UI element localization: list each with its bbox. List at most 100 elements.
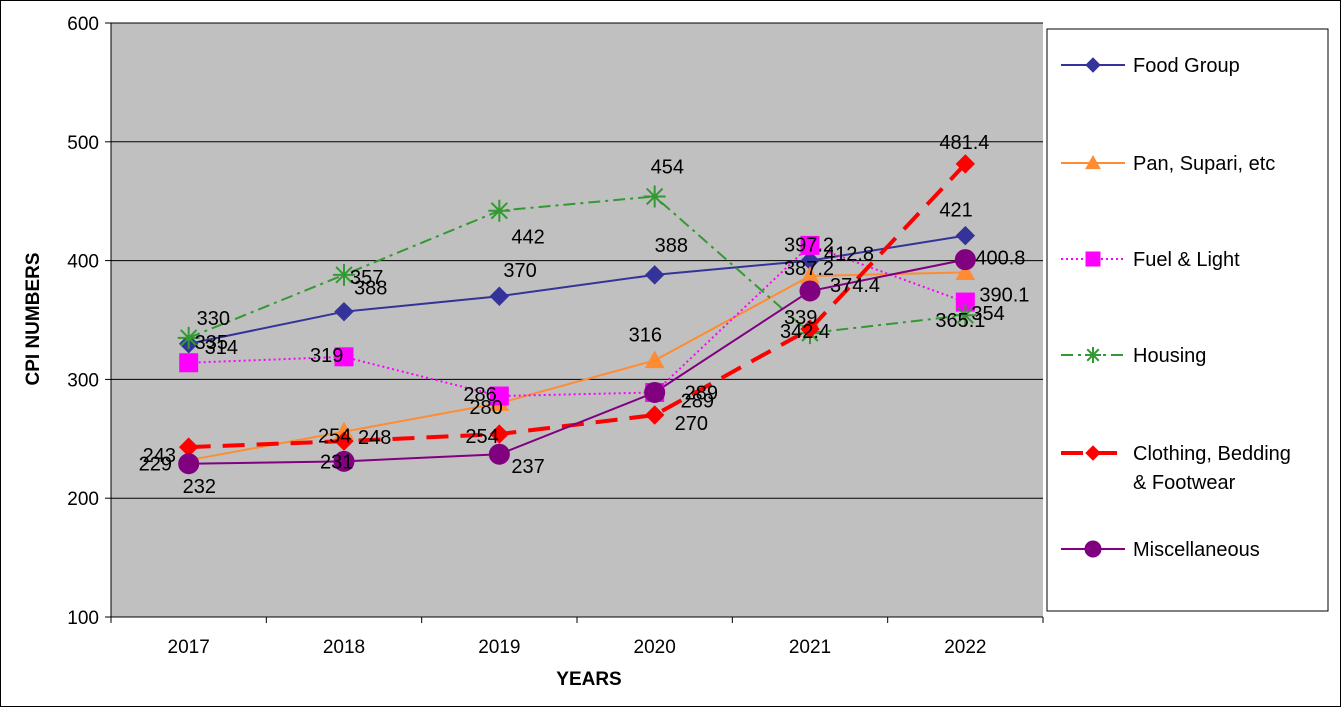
- y-tick-label: 100: [67, 608, 99, 629]
- x-axis-title: YEARS: [556, 669, 621, 690]
- data-point: [954, 304, 977, 327]
- data-point: [178, 453, 200, 475]
- data-labels: 330 388 370 388 397.2 421 232 254 280 316 387.2 390…: [139, 132, 1030, 498]
- series-line-1: [188, 271, 966, 462]
- data-label: 339: [784, 307, 817, 329]
- data-point: [488, 443, 510, 465]
- y-tick-label: 400: [67, 252, 99, 273]
- data-label: 289: [681, 390, 714, 412]
- legend-box: [1046, 28, 1329, 612]
- data-label: 400.8: [975, 248, 1025, 270]
- legend-label: Pan, Supari, etc: [1133, 153, 1275, 175]
- x-tick-label: 2022: [944, 637, 986, 658]
- x-tick-labels: 2017 2018 2019 2020 2021 2022: [168, 637, 987, 658]
- data-point: [955, 262, 976, 281]
- data-point: [644, 381, 666, 403]
- series-markers: [177, 154, 977, 475]
- data-label: 316: [629, 324, 662, 346]
- x-tick-label: 2017: [168, 637, 210, 658]
- plot-area: [111, 23, 1043, 617]
- axes: [105, 22, 1044, 623]
- data-label: 388: [354, 278, 387, 300]
- data-label: 342.4: [780, 321, 830, 343]
- data-point: [644, 405, 665, 425]
- legend-marker-2: [1085, 251, 1101, 267]
- data-label: 254: [465, 426, 498, 448]
- legend-label: Fuel & Light: [1133, 249, 1240, 271]
- data-label: 388: [655, 235, 688, 257]
- data-label: 243: [143, 445, 176, 467]
- data-label: 357: [350, 267, 383, 289]
- y-tick-label: 600: [67, 14, 99, 35]
- y-tick-label: 200: [67, 489, 99, 510]
- data-point: [334, 301, 354, 322]
- data-label: 254: [318, 426, 351, 448]
- data-label: 442: [511, 227, 544, 249]
- data-point: [955, 154, 976, 174]
- x-tick-label: 2018: [323, 637, 365, 658]
- legend-marker-1: [1085, 154, 1101, 170]
- x-tick-label: 2021: [789, 637, 831, 658]
- series-lines: [188, 162, 967, 465]
- series-line-5: [188, 258, 966, 465]
- gridlines: [111, 22, 1043, 499]
- data-label: 390.1: [979, 284, 1029, 306]
- data-point: [644, 350, 665, 369]
- data-label: 229: [139, 454, 172, 476]
- y-tick-labels: 100 200 300 400 500 600: [67, 14, 99, 629]
- legend-label: Clothing, Bedding: [1133, 443, 1291, 465]
- data-point: [955, 225, 976, 246]
- data-point: [489, 286, 510, 306]
- data-point: [333, 263, 355, 286]
- data-label: 231: [320, 451, 353, 473]
- data-label: 370: [503, 260, 536, 282]
- data-point: [954, 249, 976, 271]
- data-label: 481.4: [939, 132, 989, 154]
- data-label: 335: [195, 332, 228, 354]
- y-tick-label: 300: [67, 370, 99, 391]
- data-point: [177, 326, 200, 349]
- data-point: [334, 431, 354, 451]
- legend-label: Miscellaneous: [1133, 539, 1260, 561]
- data-point: [643, 185, 666, 208]
- x-tick-label: 2020: [634, 637, 676, 658]
- data-label: 237: [511, 456, 544, 478]
- data-point: [488, 199, 511, 222]
- data-label: 248: [358, 427, 391, 449]
- data-label: 330: [197, 308, 230, 330]
- data-label: 397.2: [784, 235, 834, 257]
- legend-marker-0: [1085, 57, 1101, 73]
- data-label: 365.1: [935, 310, 985, 332]
- data-point: [489, 386, 509, 406]
- legend: Food Group Pan, Supari, etc Fuel & Light Ho…: [1046, 28, 1329, 612]
- data-point: [489, 424, 510, 444]
- x-tick-label: 2019: [478, 637, 520, 658]
- series-line-4: [188, 162, 967, 450]
- data-point: [644, 265, 665, 285]
- legend-label: Housing: [1133, 345, 1206, 367]
- data-label: 319: [310, 345, 343, 367]
- data-label: 454: [651, 156, 684, 178]
- legend-marker-3: [1085, 347, 1101, 363]
- data-label: 387.2: [784, 258, 834, 280]
- legend-label: & Footwear: [1133, 472, 1236, 494]
- legend-label: Food Group: [1133, 55, 1240, 77]
- data-point: [333, 450, 355, 472]
- data-label: 280: [469, 397, 502, 419]
- data-label: 314: [205, 337, 238, 359]
- data-point: [799, 280, 821, 302]
- data-label: 374.4: [830, 275, 880, 297]
- y-tick-label: 500: [67, 133, 99, 154]
- legend-marker-5: [1084, 540, 1102, 558]
- data-label: 412.8: [824, 243, 874, 265]
- data-label: 289: [685, 382, 718, 404]
- data-label: 232: [183, 476, 216, 498]
- data-label: 354: [971, 303, 1004, 325]
- data-label: 421: [939, 200, 972, 222]
- data-label: 286: [463, 384, 496, 406]
- data-label: 270: [675, 413, 708, 435]
- series-line-0: [188, 234, 966, 345]
- y-axis-title: CPI NUMBERS: [23, 252, 44, 385]
